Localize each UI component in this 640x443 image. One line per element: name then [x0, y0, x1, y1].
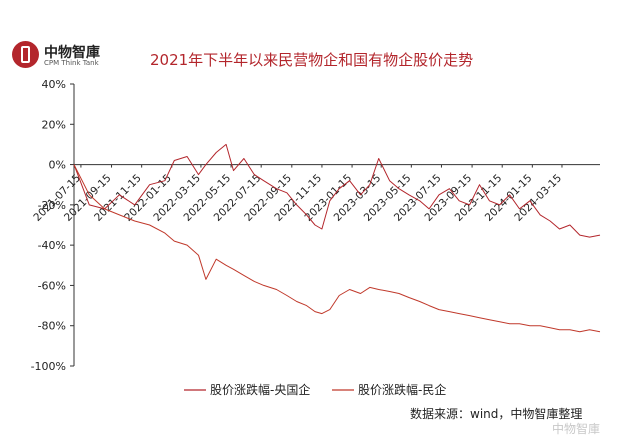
y-tick-label: -80%	[38, 320, 66, 333]
y-tick-label: 40%	[42, 78, 66, 91]
logo: 中物智庫 CPM Think Tank	[12, 41, 132, 71]
series-line-private	[73, 164, 601, 333]
chart-title: 2021年下半年以来民营物企和国有物企股价走势	[150, 51, 474, 69]
y-tick-label: -60%	[38, 279, 66, 292]
logo-mark-icon	[12, 41, 39, 68]
legend-label-private: 股价涨跌幅-民企	[358, 382, 446, 397]
data-source-note: 数据来源：wind，中物智庫整理	[410, 407, 583, 421]
logo-english-name: CPM Think Tank	[44, 59, 99, 67]
y-tick-label: -40%	[38, 239, 66, 252]
y-tick-label: 0%	[49, 159, 66, 172]
y-tick-label: -20%	[38, 199, 66, 212]
y-tick-label: -100%	[31, 360, 66, 373]
y-tick-label: 20%	[42, 118, 66, 131]
legend-label-soe: 股价涨跌幅-央国企	[210, 382, 310, 397]
series-line-soe	[73, 143, 601, 238]
watermark: 中物智庫	[552, 422, 601, 436]
logo-name: 中物智庫	[44, 45, 100, 61]
